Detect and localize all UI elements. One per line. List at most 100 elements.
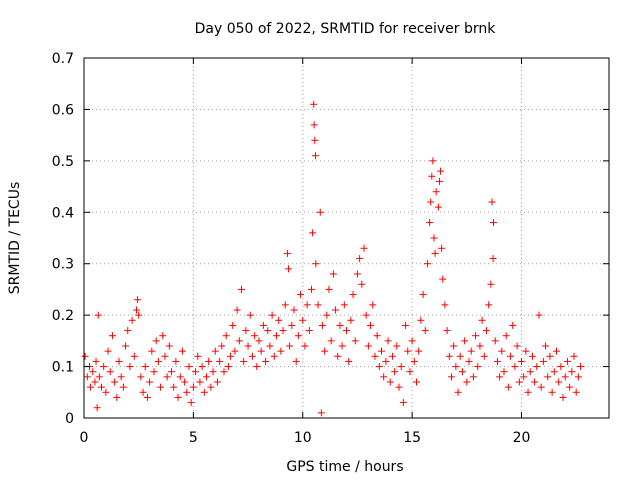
data-point bbox=[264, 327, 272, 335]
data-point bbox=[351, 337, 359, 345]
data-point bbox=[378, 347, 385, 355]
data-point bbox=[577, 363, 585, 371]
data-point bbox=[152, 337, 160, 345]
data-point bbox=[325, 285, 333, 293]
data-point bbox=[141, 363, 149, 371]
data-point bbox=[544, 373, 552, 381]
data-point bbox=[181, 378, 189, 386]
data-point bbox=[106, 368, 114, 376]
data-point bbox=[185, 363, 193, 371]
data-point bbox=[98, 383, 105, 391]
data-point bbox=[146, 378, 154, 386]
data-point bbox=[262, 357, 270, 365]
data-point bbox=[533, 363, 541, 371]
y-tick-label: 0.4 bbox=[52, 205, 74, 221]
data-point bbox=[318, 321, 326, 329]
data-point bbox=[340, 301, 348, 309]
data-point bbox=[305, 327, 313, 335]
data-point bbox=[281, 301, 289, 309]
data-point bbox=[358, 280, 366, 288]
data-point bbox=[286, 342, 294, 350]
data-point bbox=[509, 321, 517, 329]
data-point bbox=[130, 352, 138, 360]
data-point bbox=[312, 260, 320, 268]
data-point bbox=[491, 337, 499, 345]
data-point bbox=[469, 373, 477, 381]
data-point bbox=[111, 378, 119, 386]
data-point bbox=[542, 342, 550, 350]
data-point bbox=[465, 357, 473, 365]
axes bbox=[83, 57, 610, 419]
data-point bbox=[209, 368, 217, 376]
x-tick-label: 5 bbox=[189, 430, 198, 446]
data-point bbox=[198, 363, 206, 371]
data-point bbox=[327, 337, 335, 345]
data-point bbox=[338, 342, 346, 350]
data-point bbox=[126, 363, 134, 371]
data-point bbox=[242, 327, 250, 335]
y-tick-label: 0.1 bbox=[52, 360, 74, 376]
data-point bbox=[224, 363, 232, 371]
data-point bbox=[135, 311, 143, 319]
data-point bbox=[292, 357, 300, 365]
data-point bbox=[362, 311, 370, 319]
data-point bbox=[384, 337, 392, 345]
data-point bbox=[537, 383, 545, 391]
data-point bbox=[431, 249, 439, 257]
data-point bbox=[172, 357, 180, 365]
data-point bbox=[349, 291, 357, 299]
data-point bbox=[255, 337, 263, 345]
data-point bbox=[139, 388, 147, 396]
data-point bbox=[231, 347, 239, 355]
data-point bbox=[347, 316, 355, 324]
data-point bbox=[513, 342, 521, 350]
data-point bbox=[548, 388, 556, 396]
data-point bbox=[369, 301, 377, 309]
data-point bbox=[150, 368, 158, 376]
data-point bbox=[92, 357, 100, 365]
data-point bbox=[574, 373, 582, 381]
data-point bbox=[391, 368, 399, 376]
data-point bbox=[454, 388, 462, 396]
data-point bbox=[493, 357, 501, 365]
data-point bbox=[253, 363, 261, 371]
x-tick-label: 20 bbox=[513, 430, 531, 446]
data-point bbox=[561, 373, 569, 381]
data-point bbox=[194, 352, 202, 360]
data-point bbox=[515, 378, 523, 386]
data-point bbox=[163, 373, 171, 381]
data-point bbox=[500, 368, 508, 376]
data-point bbox=[220, 368, 228, 376]
data-point bbox=[273, 332, 280, 340]
data-point bbox=[332, 306, 340, 314]
data-point bbox=[488, 198, 496, 206]
data-point bbox=[213, 378, 221, 386]
data-point bbox=[119, 383, 127, 391]
y-tick-label: 0.7 bbox=[52, 51, 74, 67]
data-point bbox=[421, 327, 429, 335]
data-point bbox=[89, 368, 97, 376]
data-point bbox=[91, 378, 99, 386]
data-point bbox=[476, 342, 484, 350]
data-point bbox=[285, 265, 293, 273]
data-point bbox=[367, 321, 375, 329]
data-point bbox=[168, 368, 175, 376]
data-point bbox=[570, 352, 578, 360]
x-tick-label: 0 bbox=[80, 430, 89, 446]
data-point bbox=[336, 321, 344, 329]
data-point bbox=[502, 332, 510, 340]
data-point bbox=[546, 352, 554, 360]
data-point bbox=[419, 291, 427, 299]
data-point bbox=[438, 244, 446, 252]
data-point bbox=[133, 306, 140, 314]
data-point bbox=[148, 347, 156, 355]
data-point bbox=[380, 373, 388, 381]
data-point bbox=[531, 378, 539, 386]
data-point bbox=[550, 368, 558, 376]
data-point bbox=[154, 357, 162, 365]
data-point bbox=[275, 316, 283, 324]
data-point bbox=[192, 368, 200, 376]
data-point bbox=[417, 316, 425, 324]
data-point bbox=[283, 249, 291, 257]
